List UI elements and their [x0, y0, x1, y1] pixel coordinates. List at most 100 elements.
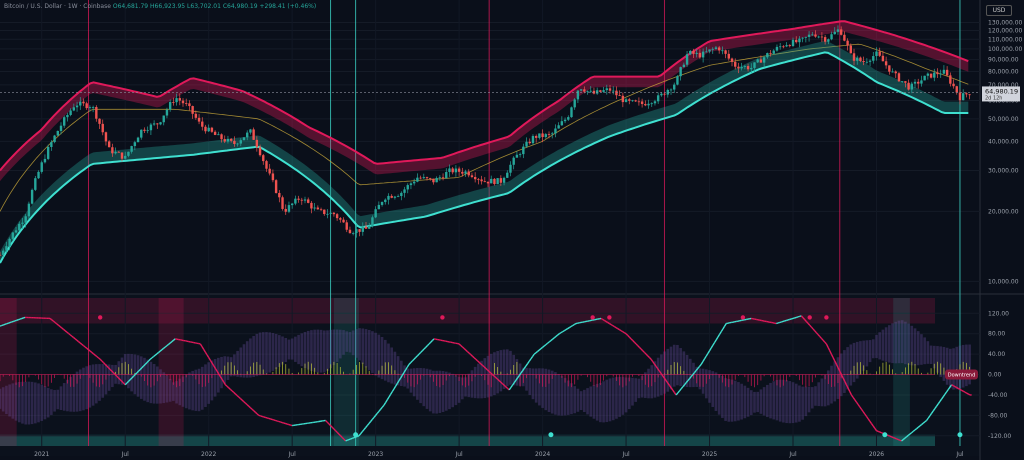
candle-body: [734, 61, 737, 67]
oscillator-line: [824, 341, 827, 345]
upper-band-cloud: [0, 21, 969, 182]
oscillator-line: [535, 350, 539, 354]
candle: [323, 209, 326, 216]
candle-body: [586, 90, 589, 92]
oscillator-line: [622, 331, 625, 334]
candle: [865, 58, 869, 64]
oscillator-line: [4, 323, 7, 325]
candle: [567, 115, 570, 121]
candle: [451, 166, 454, 175]
candle-body: [602, 90, 605, 92]
candle-body: [865, 61, 869, 63]
candle: [486, 181, 490, 188]
oscillator-line: [632, 340, 635, 343]
candle: [127, 151, 130, 158]
candle-body: [425, 177, 429, 179]
candle: [5, 241, 8, 254]
currency-button[interactable]: USD: [986, 5, 1012, 16]
candle: [965, 92, 968, 98]
oscillator-line: [538, 348, 542, 351]
candle-body: [319, 209, 323, 211]
candle: [573, 98, 576, 110]
oscillator-line: [378, 408, 382, 412]
oscillator-line: [693, 370, 697, 373]
oscillator-line: [370, 419, 373, 422]
candle-body: [483, 181, 486, 183]
candle: [377, 201, 381, 210]
oscillator-line: [59, 326, 63, 329]
candle: [348, 226, 352, 234]
candle: [364, 222, 368, 229]
candle-body: [85, 103, 88, 109]
time-tick-label: Jul: [788, 451, 797, 458]
oscillator-line: [288, 423, 291, 426]
oscillator-line: [645, 353, 649, 357]
candle-body: [297, 198, 300, 200]
candle-body: [287, 205, 291, 212]
oscillator-line: [73, 336, 76, 340]
candle-body: [2, 250, 5, 255]
candle-body: [18, 223, 21, 231]
oscillator-line: [521, 368, 525, 372]
oscillator-line: [834, 360, 838, 365]
price-tick-label: 20,000.00: [988, 208, 1019, 215]
candle: [936, 68, 939, 78]
candle-body: [246, 132, 249, 138]
oscillator-line: [285, 422, 288, 425]
candle-body: [75, 105, 79, 108]
oscillator-line: [482, 364, 485, 368]
candle: [961, 89, 965, 101]
oscillator-line: [615, 327, 619, 330]
candle: [236, 142, 239, 147]
candle: [557, 122, 560, 129]
candle: [159, 121, 162, 126]
candle: [297, 195, 300, 203]
candle-body: [146, 130, 149, 132]
sell-signal-dot: [740, 315, 746, 320]
candle: [454, 165, 458, 177]
candle: [692, 48, 695, 59]
oscillator-line: [874, 427, 878, 432]
candle: [448, 164, 451, 177]
candle: [525, 137, 528, 148]
oscillator-line: [896, 438, 899, 441]
candle-body: [271, 173, 275, 181]
candle-body: [40, 162, 43, 172]
oscillator-line: [800, 315, 804, 319]
candle-body: [172, 102, 175, 103]
candle-body: [663, 93, 666, 95]
candle: [2, 248, 5, 258]
oscillator-line: [126, 380, 130, 384]
oscillator-line: [348, 438, 351, 441]
candle: [920, 75, 923, 87]
candle: [242, 137, 246, 141]
candle-body: [923, 75, 926, 81]
oscillator-line: [403, 369, 407, 373]
signal-zone: [158, 298, 184, 446]
candle-body: [676, 76, 679, 85]
oscillator-line: [720, 328, 724, 333]
candle-body: [894, 71, 897, 74]
osc-tick-label: 0.00: [988, 372, 1002, 379]
candle-body: [653, 101, 657, 104]
candle: [130, 145, 133, 154]
candle-body: [640, 101, 644, 105]
candle: [509, 161, 512, 177]
candle-body: [563, 119, 567, 122]
oscillator-line: [224, 384, 228, 387]
oscillator-line: [114, 374, 118, 377]
candle-body: [525, 141, 528, 147]
candle: [907, 79, 910, 91]
oscillator-line: [239, 398, 243, 401]
candle: [229, 137, 233, 143]
candle: [782, 45, 785, 49]
candle-body: [705, 51, 708, 53]
oscillator-line: [845, 384, 849, 389]
candle-body: [358, 229, 361, 232]
candle: [88, 105, 92, 112]
oscillator-line: [516, 375, 520, 379]
osc-tick-label: 40.00: [988, 351, 1005, 358]
candle: [945, 66, 949, 77]
oscillator-line: [249, 407, 253, 410]
